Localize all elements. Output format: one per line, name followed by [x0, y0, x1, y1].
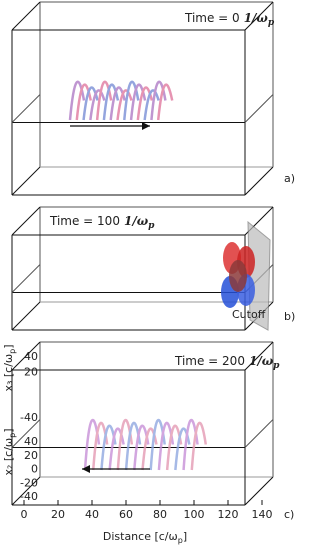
wave-front: [157, 421, 175, 471]
figure: Time = 0 1/ωpa)Time = 100 1/ωpb)CutoffTime…: [2, 1, 295, 545]
x-tick-label: 0: [21, 508, 28, 521]
wave-front: [190, 421, 208, 471]
x-axis-label: Distance [c/ωp]: [103, 530, 187, 545]
box-edge: [244, 1, 274, 31]
y-tick-label: 40: [24, 350, 38, 363]
wave-front: [95, 80, 113, 121]
box-edge: [11, 94, 41, 123]
y-tick-label: 20: [24, 449, 38, 462]
wave-front: [102, 83, 120, 121]
wave-front: [116, 419, 134, 471]
x-label-sub: p: [178, 536, 183, 545]
wave-front: [129, 83, 147, 121]
box-edge: [244, 94, 274, 123]
axis-label-main: x₂ [c/ω: [2, 438, 15, 476]
axis-label: x₂ [c/ωp]: [2, 428, 17, 475]
field-blob: [229, 260, 247, 292]
cutoff-label: Cutoff: [232, 308, 266, 321]
y-tick-label: 40: [24, 435, 38, 448]
box-edge: [244, 341, 274, 371]
wave-front: [116, 89, 133, 121]
wave-front: [75, 83, 93, 121]
wave-front: [89, 89, 106, 121]
panel-letter: b): [284, 310, 295, 323]
y-tick-label: -40: [20, 490, 38, 503]
axis-label: x₃ [c/ωp]: [2, 344, 17, 391]
wave-packet: [68, 80, 174, 121]
wave-front: [68, 80, 86, 121]
box-edge: [11, 476, 41, 506]
y-tick-label: -40: [20, 411, 38, 424]
wave-front: [149, 419, 166, 471]
wave-front: [156, 83, 174, 121]
arrow-head: [142, 122, 150, 130]
box-edge: [11, 419, 41, 448]
time-unit-sub: p: [148, 221, 155, 231]
time-unit: 1/ω: [244, 11, 269, 25]
box-edge: [11, 166, 41, 196]
box-edge: [11, 206, 41, 236]
time-label: Time = 200 1/ωp: [174, 354, 280, 371]
axis-label-end: ]: [2, 344, 15, 348]
x-tick-label: 40: [85, 508, 99, 521]
box-edge: [11, 264, 41, 293]
time-unit: 1/ω: [249, 354, 274, 368]
x-tick-label: 80: [153, 508, 167, 521]
time-value: Time = 100: [49, 214, 120, 228]
box-edge: [244, 476, 274, 506]
axis-label-sub: p: [8, 433, 17, 438]
panel-letter: a): [284, 172, 295, 185]
box-edge: [244, 166, 274, 196]
x-tick-label: 60: [119, 508, 133, 521]
wave-front: [124, 421, 142, 471]
wave-front: [123, 80, 140, 121]
y-tick-label: 20: [24, 365, 38, 378]
time-value: Time = 0: [184, 11, 240, 25]
x-tick-label: 140: [252, 508, 273, 521]
box-edge: [11, 301, 41, 331]
wave-packet: [83, 419, 208, 471]
time-label: Time = 0 1/ωp: [184, 11, 275, 28]
arrow-head: [82, 465, 90, 473]
wave-front: [143, 89, 160, 121]
box-edge: [11, 341, 41, 371]
axis-label-main: x₃ [c/ω: [2, 354, 15, 392]
time-value: Time = 200: [174, 354, 245, 368]
time-unit: 1/ω: [124, 214, 149, 228]
time-unit-sub: p: [268, 18, 275, 28]
wave-front: [83, 419, 101, 471]
y-tick-label: -20: [20, 476, 38, 489]
x-label-end: ]: [183, 530, 187, 543]
wave-front: [182, 419, 199, 471]
x-tick-label: 120: [218, 508, 239, 521]
time-label: Time = 100 1/ωp: [49, 214, 155, 231]
y-tick-label: 0: [31, 463, 38, 476]
axis-label-end: ]: [2, 428, 15, 432]
box-edge: [11, 1, 41, 31]
x-label-main: Distance [c/ω: [103, 530, 178, 543]
panel-letter: c): [284, 508, 294, 521]
time-unit-sub: p: [273, 361, 280, 371]
box-edge: [244, 419, 274, 448]
axis-label-sub: p: [8, 349, 17, 354]
x-tick-label: 20: [51, 508, 65, 521]
wave-front: [91, 421, 109, 471]
x-tick-label: 100: [184, 508, 205, 521]
wave-front: [150, 80, 167, 121]
